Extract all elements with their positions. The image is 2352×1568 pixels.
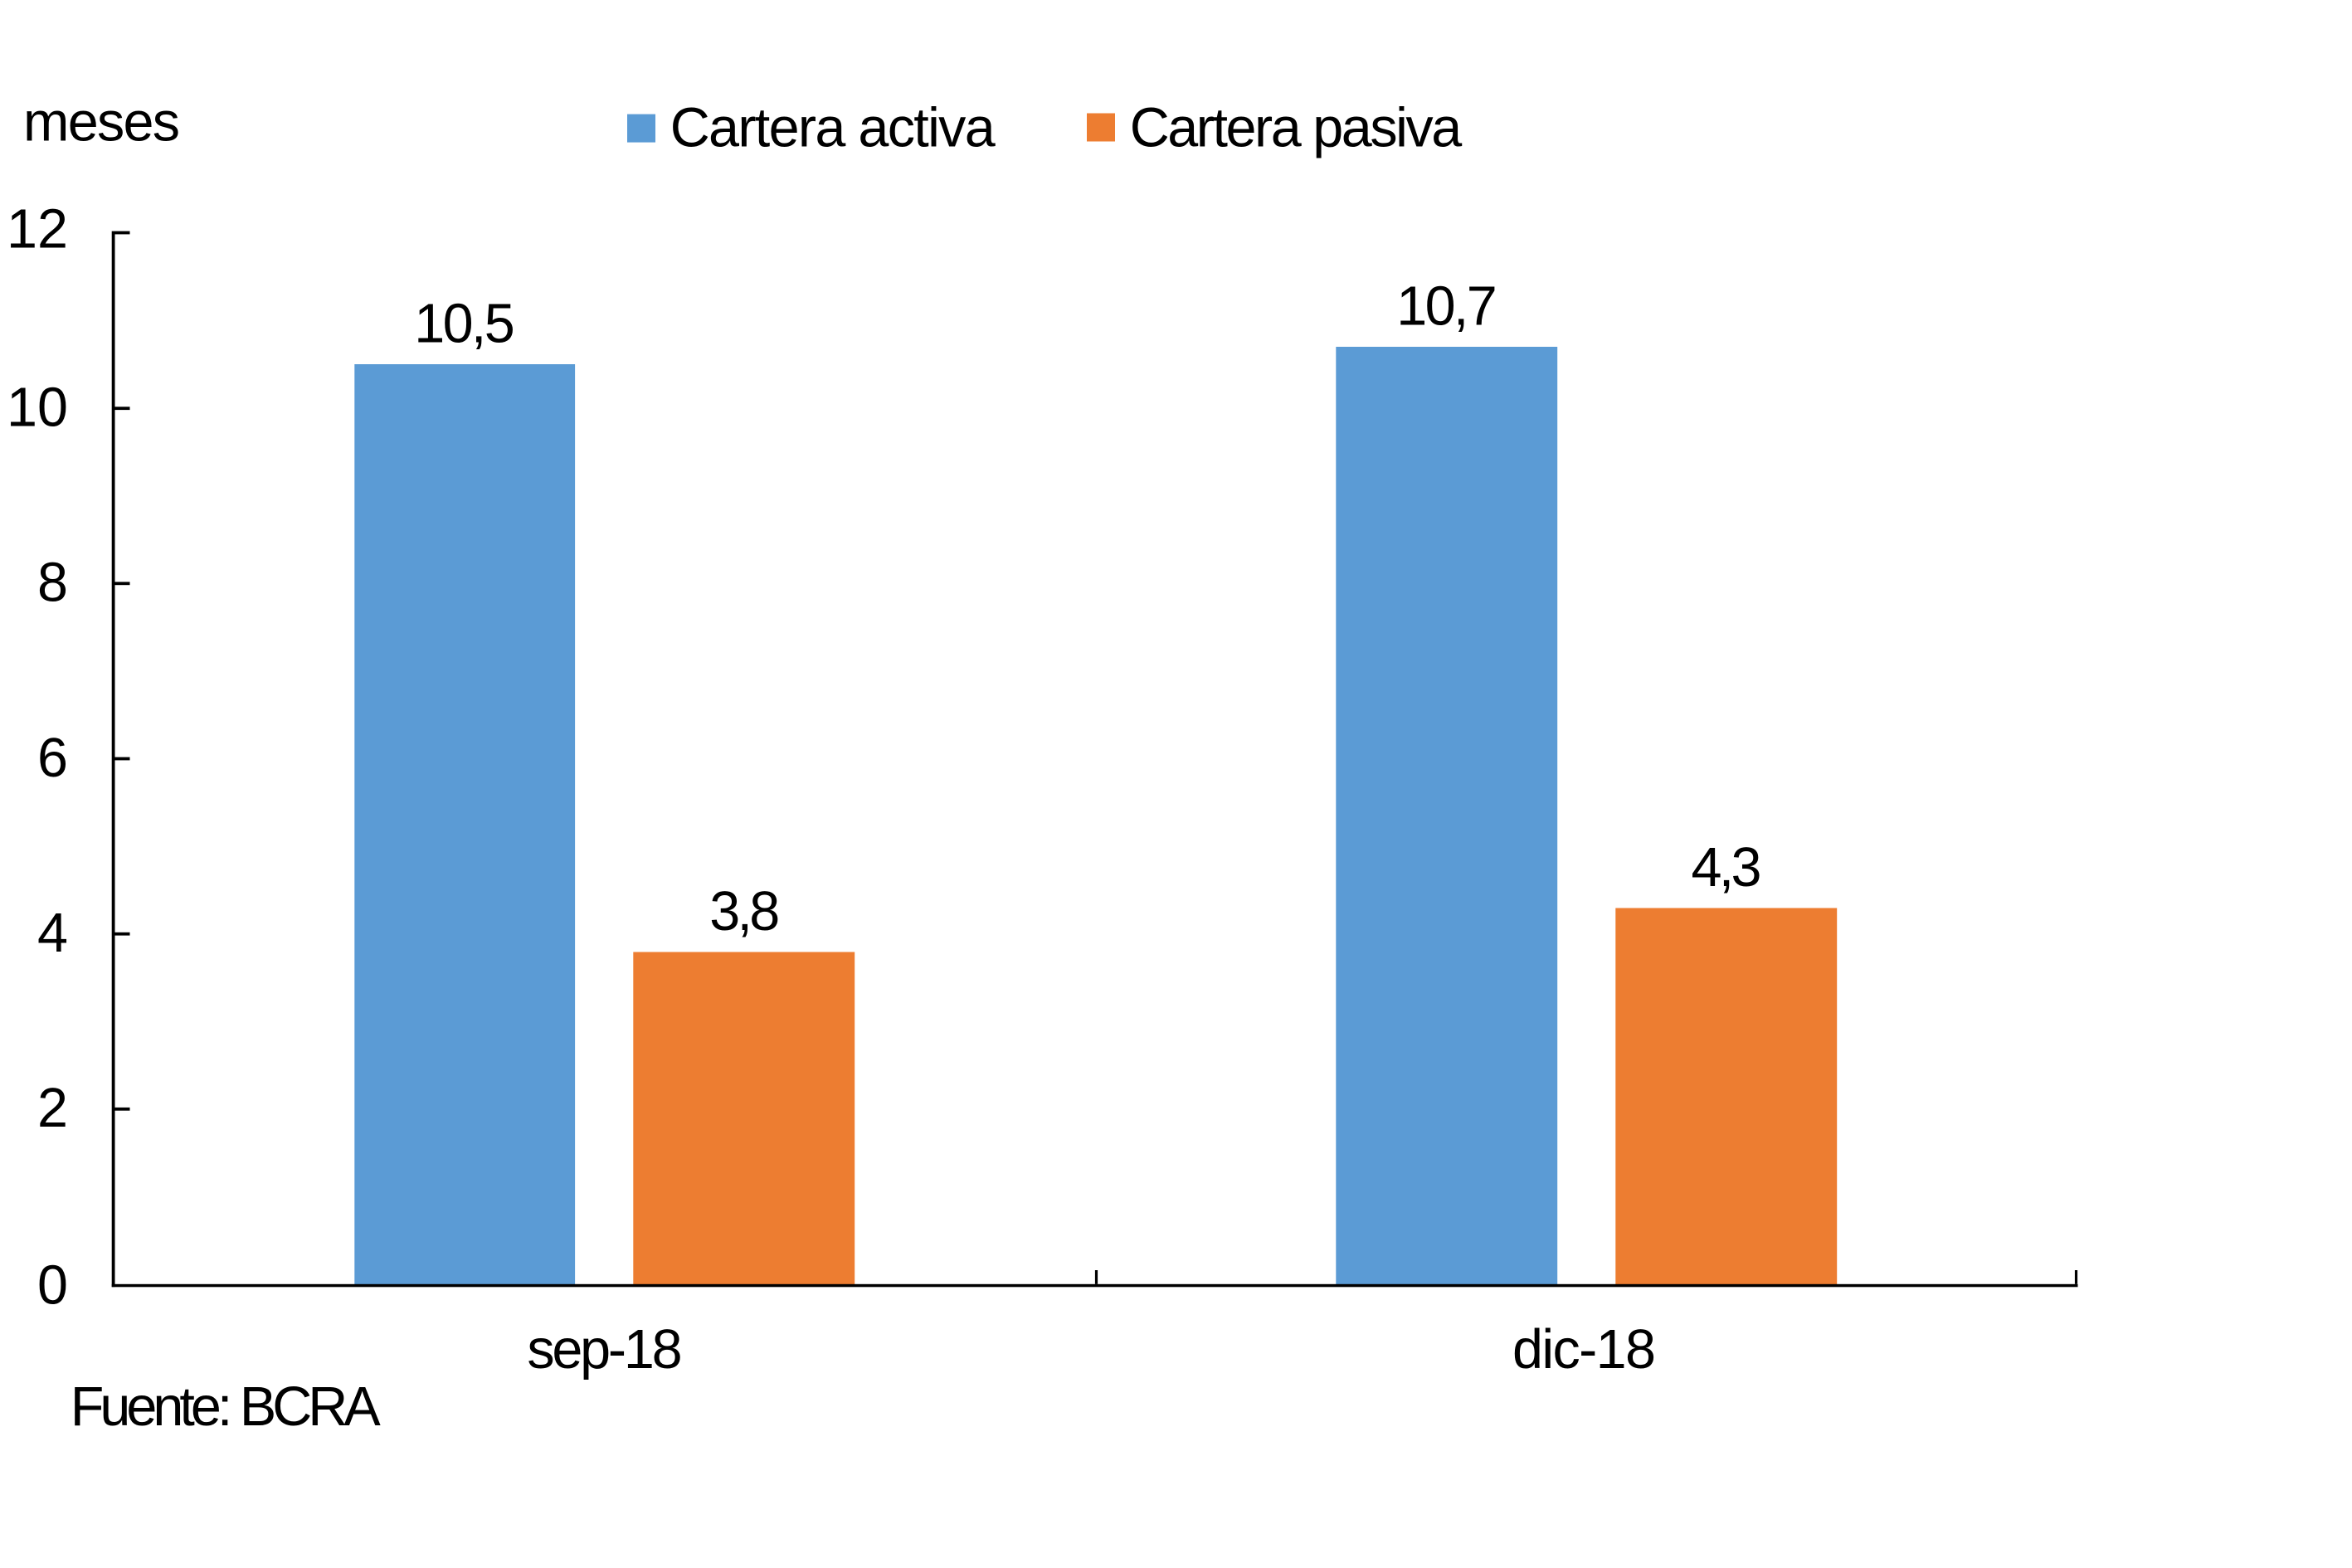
svg-text:0: 0: [37, 1255, 68, 1317]
svg-text:10,7: 10,7: [1396, 276, 1497, 338]
svg-text:10,5: 10,5: [414, 294, 515, 355]
svg-text:6: 6: [37, 728, 68, 789]
svg-text:meses: meses: [23, 91, 180, 153]
svg-text:Cartera activa: Cartera activa: [670, 97, 996, 158]
svg-text:3,8: 3,8: [709, 881, 780, 942]
svg-text:10: 10: [7, 377, 68, 439]
svg-text:sep-18: sep-18: [527, 1319, 682, 1381]
svg-text:dic-18: dic-18: [1512, 1319, 1656, 1381]
svg-text:4: 4: [37, 903, 68, 964]
svg-text:2: 2: [37, 1078, 68, 1139]
svg-text:4,3: 4,3: [1692, 837, 1762, 898]
svg-text:12: 12: [7, 199, 68, 261]
svg-text:Cartera pasiva: Cartera pasiva: [1130, 97, 1463, 158]
svg-text:Fuente: BCRA: Fuente: BCRA: [71, 1376, 382, 1438]
svg-text:8: 8: [37, 553, 68, 614]
